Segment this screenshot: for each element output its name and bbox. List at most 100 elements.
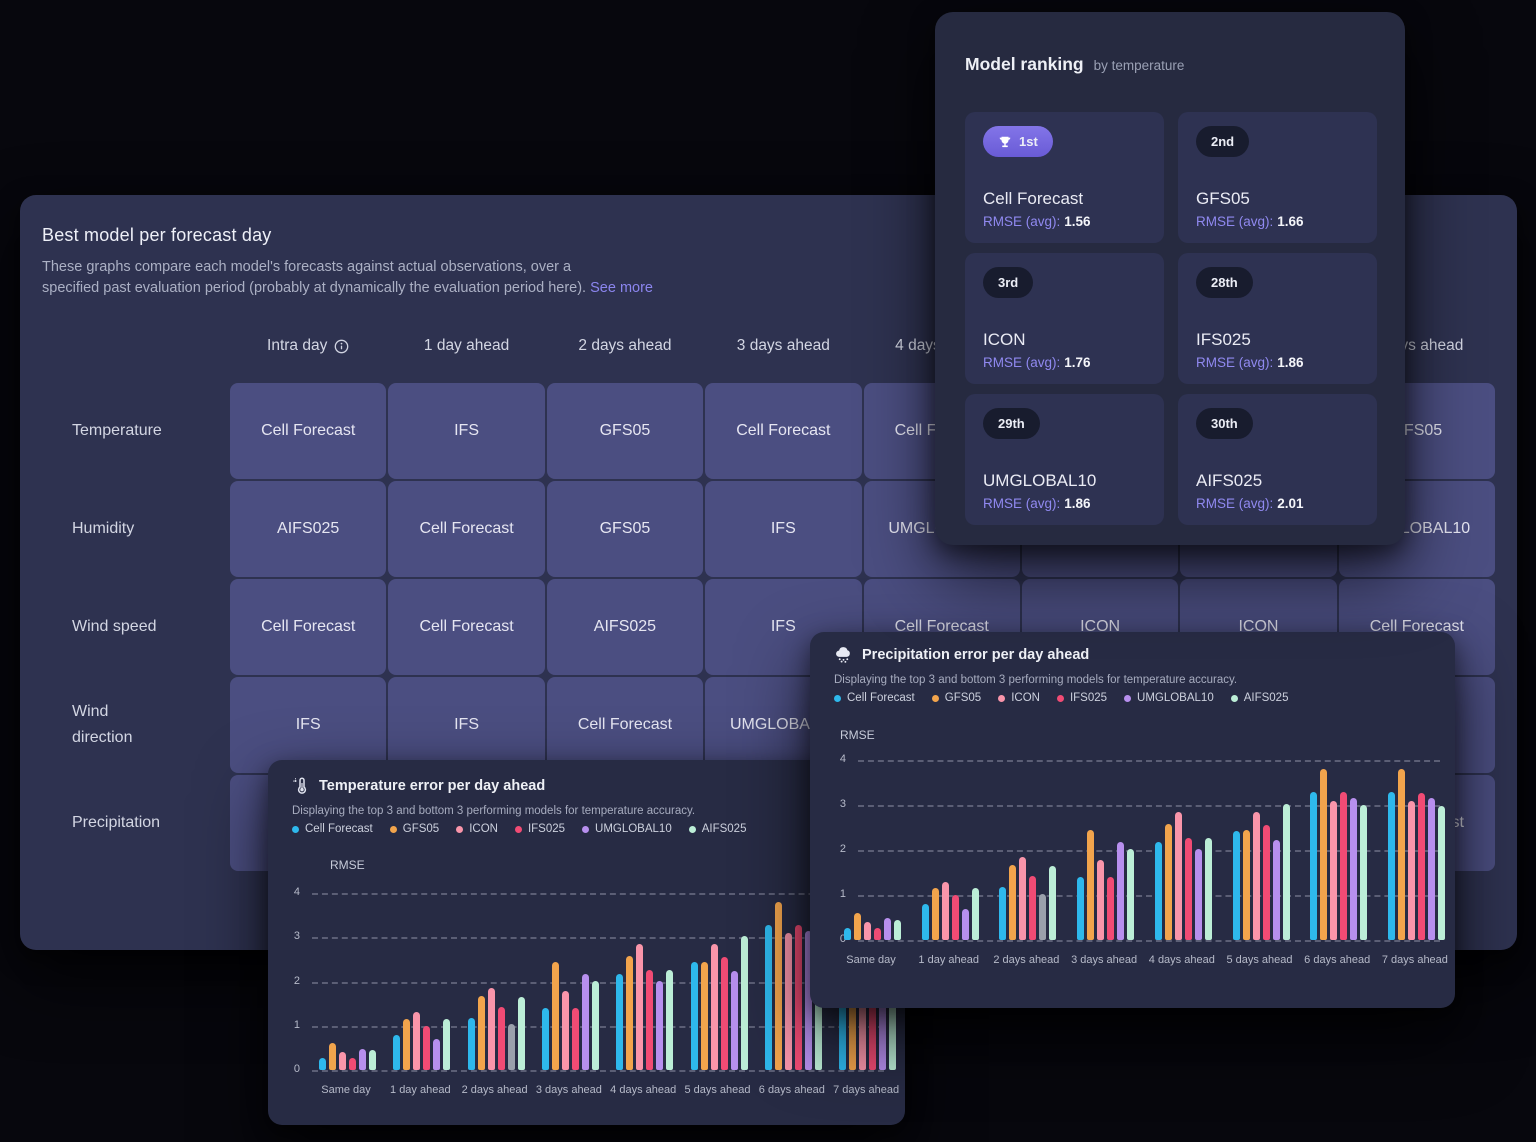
legend-dot [456,825,464,833]
bar-icon-0 [864,922,871,940]
rank-label: 1st [1019,134,1038,149]
bar-icon-5 [1252,811,1260,940]
table-cell[interactable]: Cell Forecast [230,383,387,479]
x-label-0: Same day [846,954,896,966]
page-title: Best model per forecast day [42,225,272,245]
bar-aifs025-3 [591,980,599,1070]
bar-ifs025-1 [423,1025,431,1070]
bar-umglobal10-7 [1427,798,1435,940]
table-cell[interactable]: AIFS025 [546,579,704,675]
table-cell[interactable]: IFS [230,677,387,773]
chart-title: Precipitation error per day ahead [862,646,1090,663]
rank-badge: 28th [1196,267,1253,298]
bar-cell-forecast-4 [1154,841,1162,940]
rmse-label: RMSE (avg): [983,496,1061,511]
table-cell[interactable]: Cell Forecast [388,579,545,675]
legend-item-cell-forecast[interactable]: Cell Forecast [292,823,373,835]
ranking-cards: 1st Cell Forecast RMSE (avg): 1.56 2nd GFS05 R… [965,112,1377,525]
bar-gfs05-0 [854,913,861,940]
bar-aifs025-6 [1360,805,1368,940]
model-ranking-panel: Model ranking by temperature 1st Cell For… [935,12,1405,545]
chart-title: Temperature error per day ahead [319,778,546,794]
x-label-1: 1 day ahead [390,1084,451,1096]
bar-icon-2 [487,988,495,1070]
bar-umglobal10-4 [656,980,664,1070]
row-label-wind-direction: Wind direction [72,703,133,746]
y-tick-0: 0 [839,933,846,945]
legend-item-umglobal10[interactable]: UMGLOBAL10 [582,823,672,835]
legend-item-aifs025[interactable]: AIFS025 [688,823,746,835]
table-cell[interactable]: GFS05 [546,481,704,577]
column-header-label: 2 days ahead [578,337,672,354]
chart-subtitle: Displaying the top 3 and bottom 3 perfor… [292,805,696,817]
legend-item-aifs025[interactable]: AIFS025 [1230,692,1288,704]
table-cell[interactable]: IFS [388,383,545,479]
ranking-subtitle: by temperature [1093,58,1185,73]
table-cell[interactable]: Cell Forecast [230,579,387,675]
table-cell[interactable]: IFS [388,677,545,773]
rmse-average: RMSE (avg): 1.86 [1196,355,1359,370]
y-tick-4: 4 [839,753,846,765]
column-header-label: 3 days ahead [736,337,830,354]
bar-umglobal10-1 [433,1039,441,1070]
x-label-1: 1 day ahead [918,954,979,966]
bar-ifs025-0 [874,927,881,940]
ranked-model-name: GFS05 [1196,189,1250,208]
bar-gfs05-2 [1009,864,1017,940]
see-more-link[interactable]: See more [590,280,653,296]
table-cell[interactable]: Cell Forecast [705,383,862,479]
ranking-card-3rd: 3rd ICON RMSE (avg): 1.76 [965,253,1164,384]
bar-gfs05-3 [551,961,559,1070]
bar-umglobal10-6 [804,930,812,1070]
bar-aifs025-0 [894,919,901,940]
legend-dot [514,825,522,833]
table-cell[interactable]: IFS [705,481,862,577]
table-cell[interactable]: Cell Forecast [546,677,704,773]
ranked-model-name: ICON [983,330,1026,349]
legend-item-icon[interactable]: ICON [998,692,1040,704]
bar-gfs05-2 [477,996,485,1070]
bar-cell-forecast-4 [616,973,624,1070]
bar-gfs05-0 [329,1043,336,1070]
bar-gfs05-1 [931,888,939,940]
rmse-value: 1.76 [1064,355,1091,370]
bar-aifs025-3 [1127,849,1135,940]
bar-icon-6 [784,932,792,1070]
info-icon[interactable] [334,339,349,354]
y-tick-2: 2 [839,843,846,855]
y-tick-3: 3 [293,930,300,943]
bar-ifs025-7 [1417,792,1425,940]
bar-cell-forecast-0 [319,1058,326,1070]
gridline-0 [858,940,1440,942]
x-label-5: 5 days ahead [684,1084,751,1096]
ranking-header: Model ranking by temperature [965,54,1184,75]
row-label-wind-speed: Wind speed [72,618,157,635]
legend-item-ifs025[interactable]: IFS025 [1056,692,1107,704]
table-cell[interactable]: GFS05 [546,383,704,479]
legend-item-cell-forecast[interactable]: Cell Forecast [834,692,915,704]
table-cell[interactable]: Cell Forecast [388,481,545,577]
bar-gfs05-4 [1164,823,1172,940]
column-header-label: 1 day ahead [423,337,510,354]
x-label-0: Same day [321,1084,371,1096]
rmse-label: RMSE (avg): [983,214,1061,229]
rank-label: 29th [998,416,1025,431]
legend-item-ifs025[interactable]: IFS025 [514,823,565,835]
y-tick-3: 3 [839,798,846,810]
bar-ifs025-3 [1107,877,1115,940]
legend-item-gfs05[interactable]: GFS05 [931,692,981,704]
bar-icon-0 [339,1052,346,1070]
ranking-card-1st: 1st Cell Forecast RMSE (avg): 1.56 [965,112,1164,243]
bar-cell-forecast-3 [1077,877,1085,940]
chart-header: Temperature error per day ahead [292,777,545,795]
legend-label: Cell Forecast [847,692,915,704]
legend-dot [1124,694,1132,702]
y-tick-4: 4 [293,886,300,898]
legend-item-gfs05[interactable]: GFS05 [389,823,439,835]
bar-umglobal10-2 [1039,893,1047,940]
table-cell[interactable]: AIFS025 [230,481,387,577]
legend-item-icon[interactable]: ICON [456,823,498,835]
legend-label: UMGLOBAL10 [595,823,672,835]
bar-cell-forecast-2 [999,887,1007,940]
legend-item-umglobal10[interactable]: UMGLOBAL10 [1124,692,1214,704]
